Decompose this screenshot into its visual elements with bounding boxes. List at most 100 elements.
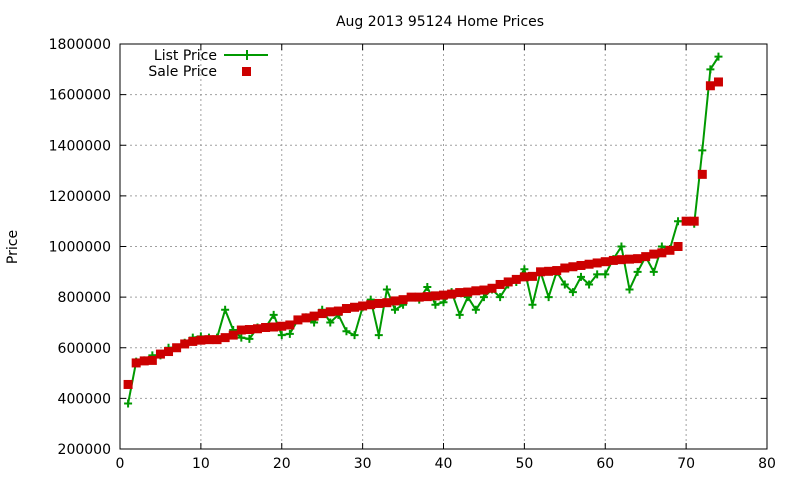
sale-price-point: [471, 286, 481, 296]
list-price-point: [285, 329, 294, 338]
list-price-point: [423, 283, 432, 291]
list-price-point: [350, 331, 359, 340]
sale-price-point: [172, 343, 182, 353]
list-price-point: [601, 270, 610, 279]
list-price-point: [633, 267, 642, 276]
sale-price-point: [244, 325, 254, 335]
list-price-point: [221, 305, 230, 314]
sale-price-point: [633, 254, 643, 264]
sale-price-point: [487, 283, 497, 293]
x-tick-label: 50: [515, 456, 533, 472]
list-price-point: [625, 285, 634, 294]
sale-price-point: [123, 379, 133, 389]
legend-label-list-price: List Price: [154, 48, 217, 64]
sale-price-point: [309, 311, 319, 321]
sale-price-point: [366, 300, 376, 310]
sale-price-point: [641, 252, 651, 262]
x-tick-label: 30: [354, 456, 372, 472]
list-price-point: [245, 334, 254, 343]
sale-price-point: [188, 336, 198, 346]
list-price-point: [237, 333, 246, 342]
x-tick-label: 70: [677, 456, 695, 472]
y-tick-label: 400000: [58, 391, 111, 407]
sale-price-point: [406, 292, 416, 302]
sale-price-point: [147, 355, 157, 365]
sale-price-point: [155, 349, 165, 359]
sale-price-point: [439, 290, 448, 300]
y-tick-label: 200000: [58, 442, 111, 458]
sale-price-point: [139, 356, 149, 366]
list-price-point: [544, 293, 553, 302]
list-price-point: [674, 217, 683, 226]
list-price-point: [617, 242, 626, 251]
sale-price-point: [236, 325, 246, 335]
sale-price-point: [657, 248, 667, 258]
list-price-point: [277, 331, 286, 340]
list-price-point: [374, 331, 383, 340]
sale-price-point: [495, 279, 505, 289]
sale-price-point: [625, 254, 635, 264]
sale-price-point: [430, 291, 440, 301]
sale-price-point: [301, 313, 311, 323]
y-tick-label: 1000000: [49, 240, 111, 256]
y-tick-label: 800000: [58, 290, 111, 306]
sale-price-point: [568, 262, 578, 272]
list-price-point: [496, 293, 505, 302]
sale-price-point: [228, 330, 238, 340]
sale-price-point: [479, 285, 489, 295]
sale-price-point: [164, 347, 174, 357]
list-price-point: [520, 265, 529, 274]
list-price-point: [269, 310, 278, 319]
sale-price-point: [414, 292, 424, 302]
y-tick-label: 1800000: [49, 37, 111, 53]
chart-title: Aug 2013 95124 Home Prices: [336, 14, 544, 30]
sale-price-point: [325, 307, 335, 317]
sale-price-point: [681, 216, 691, 226]
sale-price-point: [552, 266, 562, 276]
series-line-list-price: [127, 56, 720, 404]
list-price-point: [706, 65, 715, 74]
sale-price-point: [390, 296, 400, 306]
list-price-point: [593, 270, 602, 279]
sale-price-point: [511, 274, 521, 284]
list-price-point: [528, 300, 537, 309]
sale-price-point: [131, 358, 141, 368]
list-price-point: [471, 305, 480, 314]
sale-price-point: [584, 259, 594, 269]
sale-price-point: [544, 266, 554, 276]
sale-price-point: [196, 335, 206, 345]
list-price-point: [568, 288, 577, 297]
sale-price-point: [220, 333, 230, 343]
sale-price-point: [689, 216, 699, 226]
data-series: [123, 52, 723, 408]
sale-price-point: [350, 302, 360, 312]
sale-price-point: [527, 271, 537, 281]
x-tick-label: 0: [116, 456, 125, 472]
sale-price-point: [576, 260, 586, 270]
sale-price-point: [252, 324, 262, 334]
legend: List Price Sale Price: [148, 48, 268, 80]
sale-price-point: [277, 321, 287, 331]
list-price-point: [560, 280, 569, 289]
list-price-point: [649, 267, 658, 276]
sale-price-point: [600, 257, 610, 267]
sale-price-point: [447, 289, 457, 299]
sale-price-point: [649, 249, 659, 259]
x-tick-label: 10: [192, 456, 210, 472]
sale-price-point: [180, 339, 190, 349]
y-tick-label: 600000: [58, 341, 111, 357]
sale-price-point: [374, 298, 384, 308]
legend-marker-list-price: [242, 50, 252, 60]
sale-price-point: [673, 242, 683, 251]
list-price-point: [585, 280, 594, 289]
legend-marker-sale-price: [242, 67, 251, 76]
sale-price-point: [422, 292, 432, 302]
sale-price-point: [665, 245, 675, 255]
sale-price-point: [285, 320, 295, 330]
y-tick-label: 1400000: [49, 138, 111, 154]
sale-price-point: [455, 288, 465, 298]
list-price-point: [390, 305, 399, 314]
y-axis-title: Price: [5, 230, 21, 264]
